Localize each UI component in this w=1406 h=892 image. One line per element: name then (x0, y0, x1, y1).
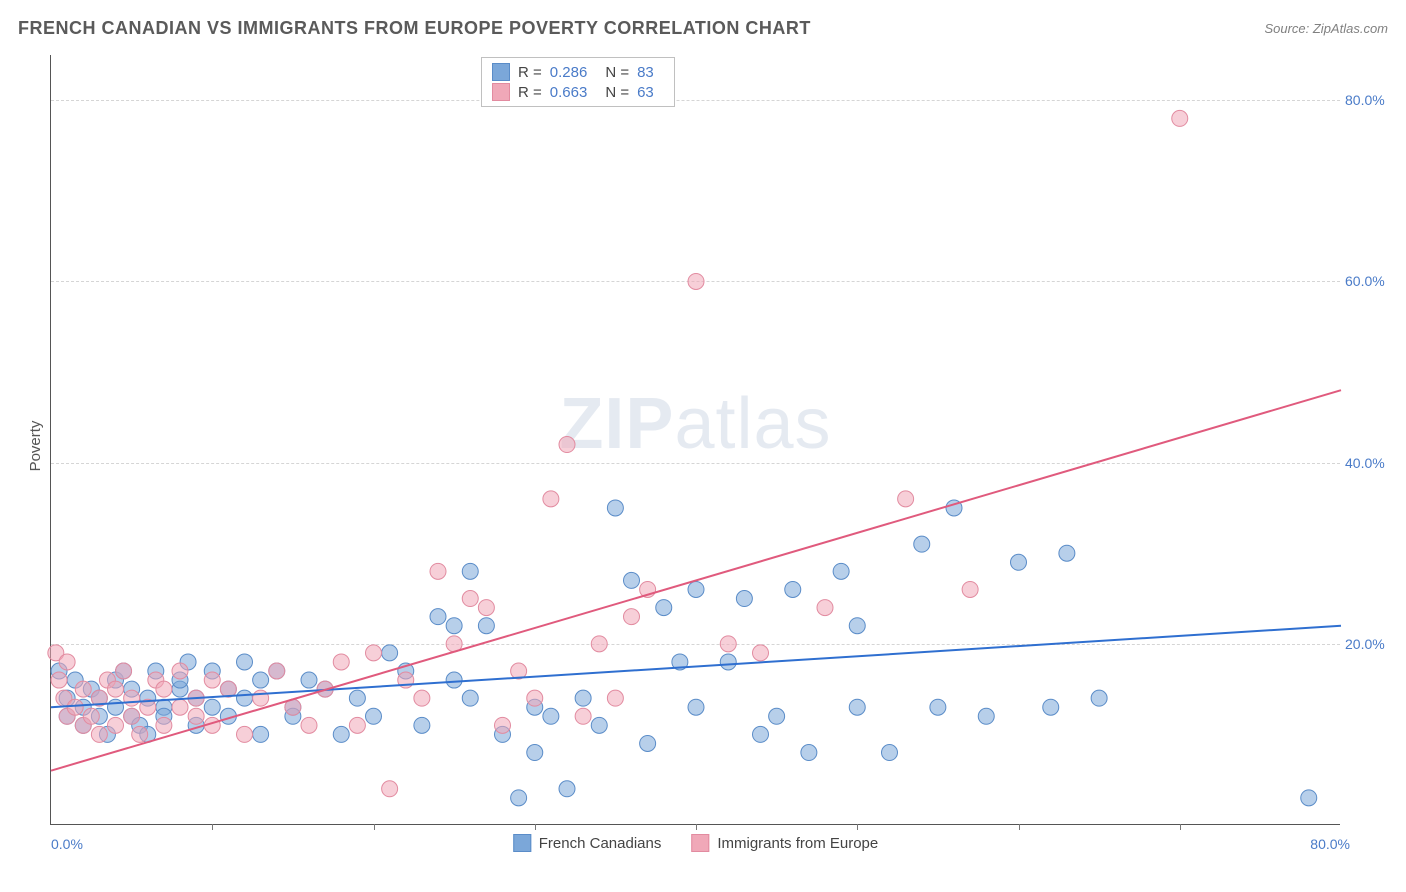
scatter-svg (51, 55, 1340, 824)
chart-header: FRENCH CANADIAN VS IMMIGRANTS FROM EUROP… (18, 18, 1388, 39)
chart-title: FRENCH CANADIAN VS IMMIGRANTS FROM EUROP… (18, 18, 811, 39)
chart-source: Source: ZipAtlas.com (1264, 21, 1388, 36)
y-tick-label: 60.0% (1345, 273, 1400, 289)
x-tick-end: 80.0% (1310, 836, 1350, 852)
stats-legend-box: R = 0.286 N = 83 R = 0.663 N = 63 (481, 57, 675, 107)
legend-item-series1: French Canadians (513, 834, 662, 852)
y-tick-label: 40.0% (1345, 455, 1400, 471)
swatch-series2 (492, 83, 510, 101)
y-tick-label: 20.0% (1345, 636, 1400, 652)
y-axis-label: Poverty (27, 421, 44, 472)
swatch-series1 (492, 63, 510, 81)
x-tick-start: 0.0% (51, 836, 83, 852)
y-tick-label: 80.0% (1345, 92, 1400, 108)
swatch-series1-bottom (513, 834, 531, 852)
legend-item-series2: Immigrants from Europe (691, 834, 878, 852)
plot-area: ZIPatlas 20.0%40.0%60.0%80.0% R = 0.286 … (50, 55, 1340, 825)
stats-row-series1: R = 0.286 N = 83 (492, 62, 664, 82)
swatch-series2-bottom (691, 834, 709, 852)
stats-row-series2: R = 0.663 N = 63 (492, 82, 664, 102)
bottom-legend: French Canadians Immigrants from Europe (513, 834, 878, 852)
